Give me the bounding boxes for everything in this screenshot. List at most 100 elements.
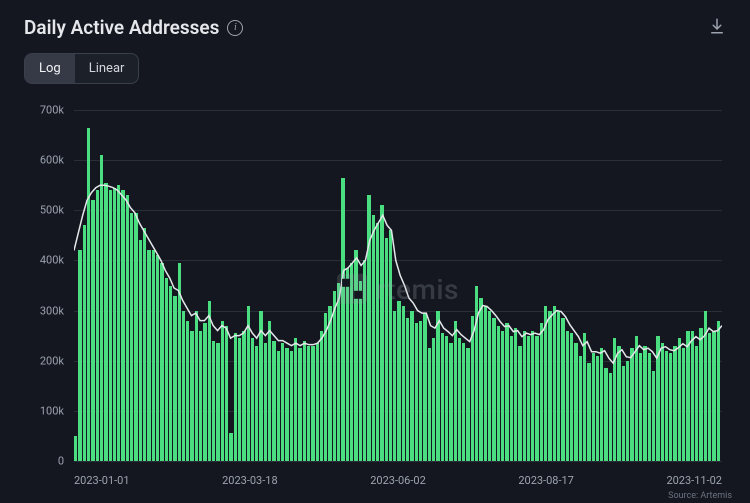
bar: [540, 323, 543, 461]
scale-linear-button[interactable]: Linear: [75, 54, 139, 83]
bar: [359, 281, 362, 462]
bar: [169, 286, 172, 462]
bar: [255, 346, 258, 461]
bar: [324, 313, 327, 461]
bar: [268, 321, 271, 461]
bar: [376, 223, 379, 461]
bar: [466, 348, 469, 461]
bar: [419, 321, 422, 461]
bar: [428, 348, 431, 461]
x-axis: 2023-01-012023-03-182023-06-022023-08-17…: [74, 474, 722, 487]
bar: [147, 250, 150, 461]
bar: [635, 336, 638, 461]
bar: [402, 306, 405, 461]
bar: [639, 353, 642, 461]
bar: [613, 338, 616, 461]
bar: [712, 331, 715, 461]
download-icon[interactable]: [708, 17, 726, 39]
y-tick-label: 600k: [40, 154, 64, 167]
scale-toggle: Log Linear: [24, 53, 139, 84]
bar: [587, 363, 590, 461]
x-tick-label: 2023-06-02: [370, 474, 426, 487]
y-tick-label: 200k: [40, 354, 64, 367]
bar: [527, 336, 530, 461]
bar: [78, 250, 81, 461]
bar: [242, 331, 245, 461]
bar: [229, 433, 232, 461]
bar: [316, 343, 319, 461]
bar: [186, 321, 189, 461]
bar: [285, 348, 288, 461]
bar: [221, 321, 224, 461]
bar: [630, 348, 633, 461]
y-tick-label: 400k: [40, 254, 64, 267]
bar: [104, 183, 107, 461]
bar: [333, 291, 336, 461]
bar: [264, 343, 267, 461]
bar: [691, 331, 694, 461]
bar: [350, 263, 353, 461]
bar: [592, 353, 595, 461]
bar: [717, 321, 720, 461]
y-axis: 0100k200k300k400k500k600k700k: [24, 110, 70, 461]
bar: [682, 348, 685, 461]
bar: [156, 255, 159, 461]
x-tick-label: 2023-08-17: [518, 474, 574, 487]
bar: [199, 331, 202, 461]
bar: [557, 311, 560, 461]
bar: [126, 195, 129, 461]
y-tick-label: 0: [58, 455, 64, 468]
bar: [341, 178, 344, 461]
bar: [518, 346, 521, 461]
bar: [178, 263, 181, 461]
bar: [393, 311, 396, 461]
bar: [423, 313, 426, 461]
bar: [648, 353, 651, 461]
bar: [445, 336, 448, 461]
bar: [643, 346, 646, 461]
bar: [652, 371, 655, 461]
bar: [561, 318, 564, 461]
y-tick-label: 500k: [40, 204, 64, 217]
bar: [583, 333, 586, 461]
bar: [303, 341, 306, 461]
bar: [471, 316, 474, 461]
bar: [479, 298, 482, 461]
bar: [389, 230, 392, 461]
bar: [160, 263, 163, 461]
bar: [91, 200, 94, 461]
bar: [385, 238, 388, 461]
bar: [113, 188, 116, 461]
bar: [661, 343, 664, 461]
bar: [548, 311, 551, 461]
bar: [454, 321, 457, 461]
bar: [298, 348, 301, 461]
bar: [380, 205, 383, 461]
bar: [695, 346, 698, 461]
bar: [225, 326, 228, 461]
bar: [190, 331, 193, 461]
bar: [152, 250, 155, 461]
bar: [208, 301, 211, 461]
bar: [449, 343, 452, 461]
plot-area: rtemis: [74, 110, 722, 461]
bar: [488, 311, 491, 461]
bar: [311, 346, 314, 461]
info-icon[interactable]: i: [227, 20, 243, 36]
bar: [130, 213, 133, 461]
bar: [514, 328, 517, 461]
bar: [216, 343, 219, 461]
bar: [251, 338, 254, 461]
bar: [109, 190, 112, 461]
bar: [143, 228, 146, 461]
bar: [234, 333, 237, 461]
bar: [121, 190, 124, 461]
bar: [173, 296, 176, 461]
scale-log-button[interactable]: Log: [25, 54, 75, 83]
bar: [367, 195, 370, 461]
bar: [337, 283, 340, 461]
bar: [553, 306, 556, 461]
y-tick-label: 700k: [40, 104, 64, 117]
bar: [604, 368, 607, 461]
bar: [195, 311, 198, 461]
